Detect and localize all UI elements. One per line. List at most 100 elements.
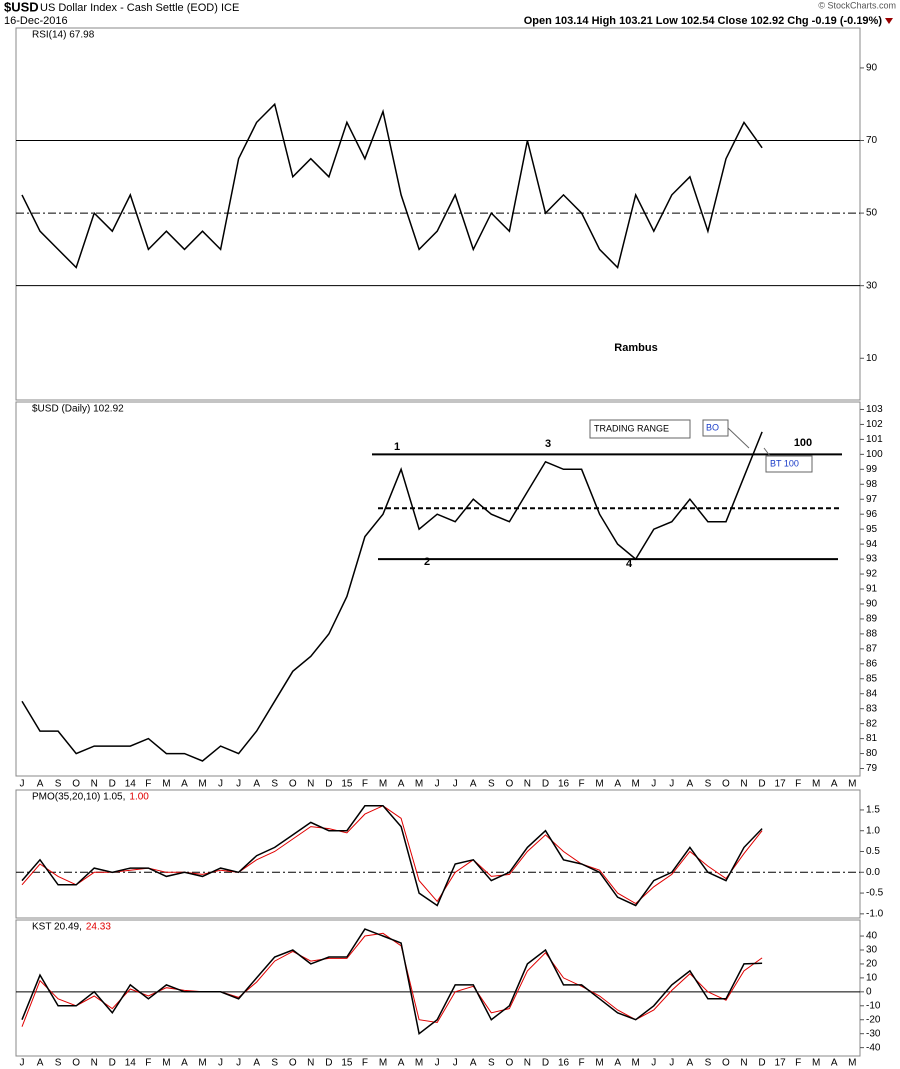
date: 16-Dec-2016 — [4, 15, 68, 27]
copyright: © StockCharts.com — [818, 0, 896, 10]
callout-box — [702, 419, 729, 437]
x-tick-label: N — [524, 1058, 531, 1069]
x-tick-label: O — [505, 1058, 513, 1069]
x-tick-label: A — [687, 1058, 694, 1069]
quote: Open 103.14 High 103.21 Low 102.54 Close… — [524, 15, 883, 27]
y-tick-label: 82 — [866, 718, 878, 729]
x-tick-label: J — [435, 779, 440, 790]
y-tick-label: 90 — [866, 599, 878, 610]
x-tick-label: S — [271, 1058, 278, 1069]
x-tick-label: M — [812, 779, 820, 790]
x-tick-label: S — [488, 779, 495, 790]
x-tick-label: D — [325, 1058, 332, 1069]
y-tick-label: -20 — [866, 1014, 881, 1025]
y-tick-label: 93 — [866, 554, 878, 565]
x-tick-label: 14 — [125, 1058, 137, 1069]
y-tick-label: -30 — [866, 1028, 881, 1039]
x-tick-label: O — [505, 779, 513, 790]
y-tick-label: 70 — [866, 135, 878, 146]
x-tick-label: M — [595, 1058, 603, 1069]
x-tick-label: 15 — [341, 1058, 353, 1069]
data-line — [21, 102, 763, 269]
annotation: 4 — [626, 558, 633, 570]
y-tick-label: 10 — [866, 973, 878, 984]
x-tick-label: J — [651, 779, 656, 790]
y-tick-label: 90 — [866, 63, 878, 74]
y-tick-label: 94 — [866, 539, 878, 550]
x-tick-label: A — [398, 1058, 405, 1069]
y-tick-label: 83 — [866, 703, 878, 714]
x-tick-label: D — [542, 779, 549, 790]
x-tick-label: S — [705, 1058, 712, 1069]
y-tick-label: 1.5 — [866, 805, 880, 816]
x-tick-label: 16 — [558, 1058, 570, 1069]
x-tick-label: A — [181, 779, 188, 790]
x-tick-label: M — [415, 1058, 423, 1069]
y-tick-label: 10 — [866, 353, 878, 364]
x-tick-label: M — [162, 1058, 170, 1069]
panel — [15, 919, 861, 1057]
callout-pointer — [763, 447, 771, 457]
annotation: 100 — [794, 437, 812, 449]
x-tick-label: S — [55, 779, 62, 790]
y-tick-label: 0.5 — [866, 846, 880, 857]
x-tick-label: M — [198, 779, 206, 790]
symbol: $USD — [4, 0, 39, 14]
x-tick-label: 14 — [125, 779, 137, 790]
y-tick-label: -1.0 — [866, 908, 884, 919]
panel-title: $USD (Daily) 102.92 — [32, 404, 124, 415]
legend-entry: KST 20.49, — [32, 922, 82, 933]
x-tick-label: M — [848, 1058, 856, 1069]
x-tick-label: M — [379, 1058, 387, 1069]
y-tick-label: -40 — [866, 1042, 881, 1053]
x-tick-label: O — [72, 1058, 80, 1069]
x-tick-label: A — [470, 779, 477, 790]
data-line — [21, 805, 763, 907]
x-tick-label: F — [362, 779, 368, 790]
panel — [15, 401, 861, 777]
y-tick-label: 101 — [866, 434, 883, 445]
x-tick-label: O — [72, 779, 80, 790]
x-tick-label: N — [91, 779, 98, 790]
x-tick-label: S — [55, 1058, 62, 1069]
x-tick-label: A — [398, 779, 405, 790]
x-tick-label: N — [740, 779, 747, 790]
x-tick-label: J — [453, 1058, 458, 1069]
y-tick-label: 102 — [866, 419, 883, 430]
x-tick-label: D — [758, 779, 765, 790]
y-tick-label: 95 — [866, 524, 878, 535]
callout-box — [765, 455, 813, 473]
x-tick-label: J — [669, 1058, 674, 1069]
y-tick-label: 81 — [866, 733, 878, 744]
x-tick-label: A — [37, 779, 44, 790]
y-tick-label: 99 — [866, 464, 878, 475]
x-tick-label: J — [651, 1058, 656, 1069]
x-tick-label: N — [524, 779, 531, 790]
callout-text: BT 100 — [770, 458, 799, 468]
x-tick-label: D — [542, 1058, 549, 1069]
panel — [15, 789, 861, 919]
down-arrow — [885, 18, 893, 24]
x-tick-label: 16 — [558, 779, 570, 790]
annotation: 3 — [545, 438, 551, 450]
x-tick-label: D — [758, 1058, 765, 1069]
y-tick-label: 88 — [866, 629, 878, 640]
x-tick-label: A — [253, 779, 260, 790]
x-tick-label: O — [289, 779, 297, 790]
x-tick-label: M — [848, 779, 856, 790]
y-tick-label: 85 — [866, 673, 878, 684]
x-tick-label: S — [488, 1058, 495, 1069]
y-tick-label: 91 — [866, 584, 878, 595]
x-tick-label: 15 — [341, 779, 353, 790]
x-tick-label: M — [812, 1058, 820, 1069]
x-tick-label: F — [795, 779, 801, 790]
y-tick-label: -0.5 — [866, 888, 884, 899]
x-tick-label: A — [470, 1058, 477, 1069]
y-tick-label: 96 — [866, 509, 878, 520]
x-tick-label: D — [109, 779, 116, 790]
x-tick-label: M — [162, 779, 170, 790]
x-tick-label: D — [109, 1058, 116, 1069]
panel-title: RSI(14) 67.98 — [32, 30, 95, 41]
y-tick-label: 103 — [866, 404, 883, 415]
